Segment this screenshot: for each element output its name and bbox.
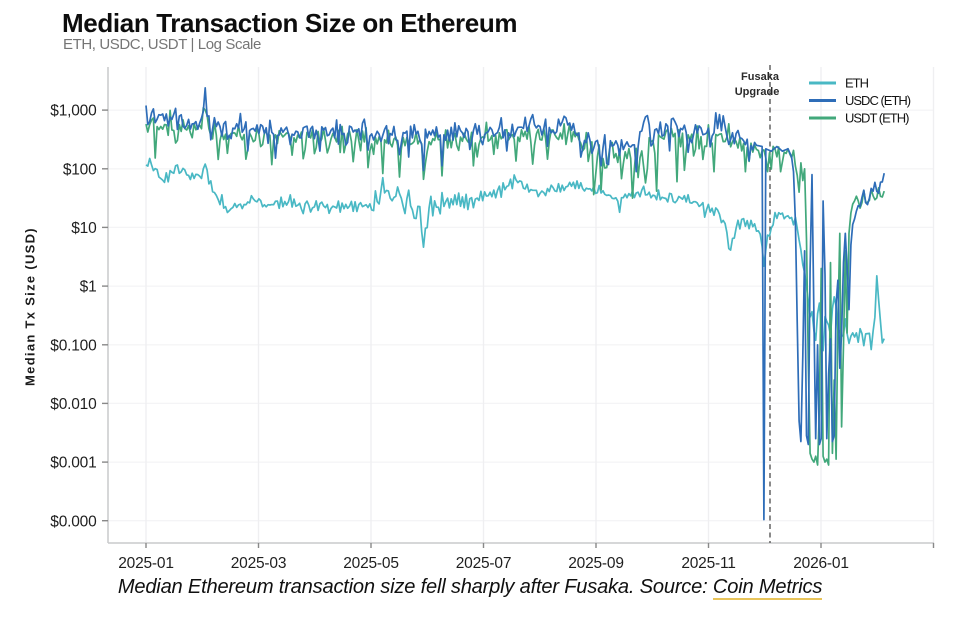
svg-text:2025-11: 2025-11 xyxy=(681,555,735,572)
svg-text:ETH: ETH xyxy=(845,76,869,91)
svg-text:2025-07: 2025-07 xyxy=(456,555,511,572)
svg-text:$1: $1 xyxy=(80,279,97,296)
svg-text:2025-09: 2025-09 xyxy=(568,555,623,572)
svg-text:Fusaka: Fusaka xyxy=(741,71,780,83)
svg-text:2025-05: 2025-05 xyxy=(343,555,398,572)
svg-text:2025-03: 2025-03 xyxy=(231,555,286,572)
svg-text:USDC (ETH): USDC (ETH) xyxy=(845,93,911,108)
svg-text:USDT (ETH): USDT (ETH) xyxy=(845,111,909,126)
svg-text:$10: $10 xyxy=(71,220,97,237)
svg-text:$0.000: $0.000 xyxy=(50,513,97,530)
svg-text:$1,000: $1,000 xyxy=(50,103,97,120)
svg-text:$0.010: $0.010 xyxy=(50,396,97,413)
svg-text:2026-01: 2026-01 xyxy=(793,555,848,572)
svg-text:$100: $100 xyxy=(63,161,97,178)
svg-text:2025-01: 2025-01 xyxy=(118,555,173,572)
svg-text:$0.001: $0.001 xyxy=(50,455,96,472)
svg-text:Upgrade: Upgrade xyxy=(735,86,780,98)
svg-text:$0.100: $0.100 xyxy=(50,337,97,354)
